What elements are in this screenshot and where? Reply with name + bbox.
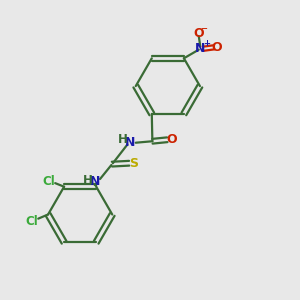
Text: O: O xyxy=(194,27,204,40)
Text: N: N xyxy=(90,176,101,188)
Text: +: + xyxy=(203,39,210,48)
Text: S: S xyxy=(129,157,138,170)
Text: H: H xyxy=(118,133,128,146)
Text: N: N xyxy=(195,42,206,55)
Text: Cl: Cl xyxy=(43,175,56,188)
Text: Cl: Cl xyxy=(25,215,38,228)
Text: H: H xyxy=(83,174,93,187)
Text: −: − xyxy=(201,24,208,33)
Text: O: O xyxy=(212,41,223,54)
Text: N: N xyxy=(125,136,136,149)
Text: O: O xyxy=(167,133,177,146)
